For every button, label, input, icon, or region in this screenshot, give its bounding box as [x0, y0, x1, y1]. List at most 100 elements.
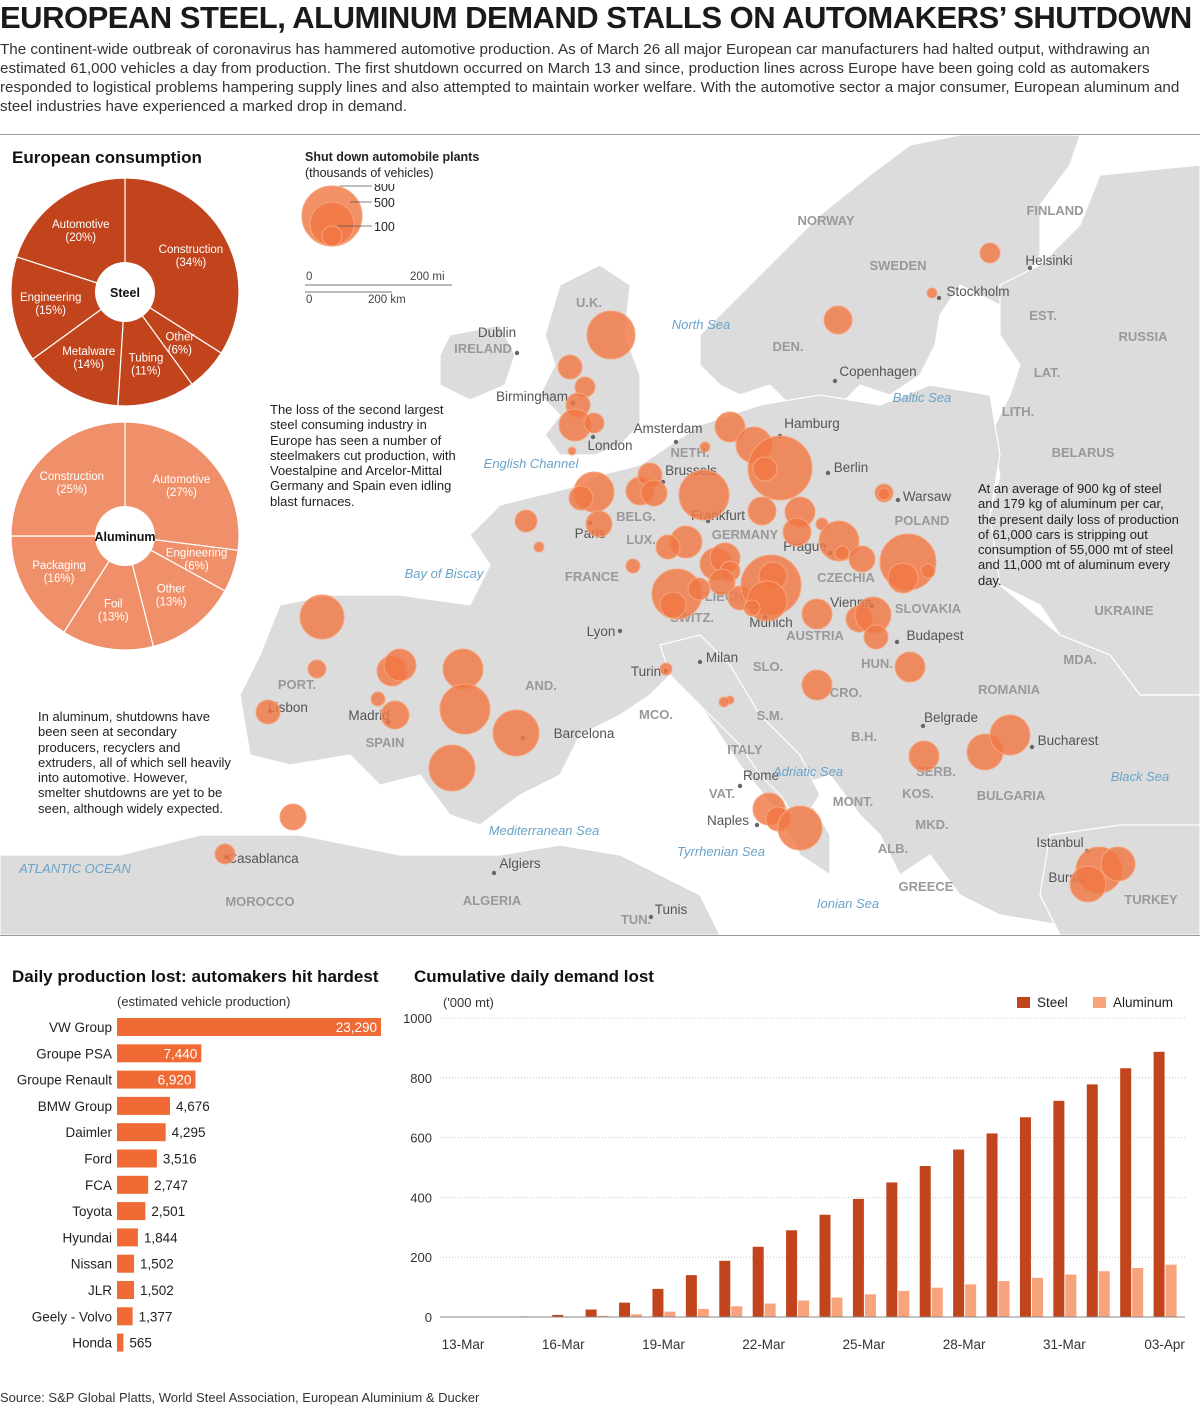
city-dot-rome: [737, 783, 743, 789]
aluminum-bar-28-mar: [965, 1284, 977, 1317]
steel-label-engineering: Engineering: [20, 292, 81, 304]
plant-bubble: [214, 843, 236, 865]
plant-bubble: [908, 740, 940, 772]
country-b-h: B.H.: [851, 729, 877, 744]
plant-bubble: [926, 287, 938, 299]
steel-pie-label: Steel: [110, 286, 140, 300]
sea-north-sea: North Sea: [672, 317, 731, 332]
country-hun: HUN.: [861, 656, 893, 671]
aluminum-bar-21-mar: [731, 1306, 743, 1317]
land-east: [979, 164, 1200, 696]
country-poland: POLAND: [895, 513, 950, 528]
sea-bay-of-biscay: Bay of Biscay: [405, 566, 485, 581]
bar-nissan: [117, 1254, 135, 1273]
country-and: AND.: [525, 678, 557, 693]
plant-bubble: [568, 485, 594, 511]
city-hamburg: Hamburg: [784, 416, 840, 431]
aluminum-bar-25-mar: [864, 1294, 876, 1317]
plant-bubble: [777, 805, 823, 851]
city-turin: Turin: [631, 664, 661, 679]
aluminum-pct-foil: (13%): [98, 611, 129, 623]
bar-label-groupe-renault: Groupe Renault: [17, 1073, 113, 1088]
bar-value-geely-volvo: 1,377: [139, 1309, 173, 1324]
country-ukraine: UKRAINE: [1094, 603, 1154, 618]
bar-ford: [117, 1149, 157, 1168]
average-note: At an average of 900 kg of steel and 179…: [978, 481, 1179, 588]
plant-bubble: [533, 541, 545, 553]
country-vat: VAT.: [709, 786, 735, 801]
city-tunis: Tunis: [655, 902, 688, 917]
city-rome: Rome: [743, 768, 779, 783]
steel-pct-engineering: (15%): [35, 305, 66, 317]
plant-bubble: [823, 305, 853, 335]
country-lux: LUX.: [626, 532, 656, 547]
country-greece: GREECE: [899, 879, 954, 894]
scale-mi-end: 200 mi: [410, 271, 445, 283]
production-bar-chart: VW Group 23,290 Groupe PSA 7,440 Groupe Rena…: [17, 1018, 381, 1352]
steel-bar-01-apr: [1086, 1084, 1098, 1317]
bar-label-ford: Ford: [84, 1152, 112, 1167]
bar-fca: [117, 1175, 149, 1194]
steel-bar-22-mar: [752, 1246, 764, 1317]
sea-adriatic-sea: Adriatic Sea: [772, 764, 843, 779]
steel-label-tubing: Tubing: [129, 352, 164, 364]
cumulative-title: Cumulative daily demand lost: [414, 967, 654, 986]
city-algiers: Algiers: [499, 856, 541, 871]
bar-value-jlr: 1,502: [140, 1283, 174, 1298]
country-norway: NORWAY: [797, 213, 854, 228]
plant-bubble: [708, 568, 736, 596]
map-panel: NORWAY SWEDEN FINLAND RUSSIA EST. LAT. LITH. BE…: [0, 134, 1200, 936]
x-tick-16-mar: 16-Mar: [542, 1337, 585, 1352]
city-dot-milan: [697, 659, 703, 665]
legend-title: Shut down automobile plants: [305, 150, 480, 164]
plant-bubble: [659, 591, 687, 619]
sea-baltic-sea: Baltic Sea: [893, 390, 952, 405]
city-copenhagen: Copenhagen: [839, 364, 916, 379]
plant-bubble: [640, 479, 668, 507]
plant-bubble: [442, 648, 484, 690]
aluminum-slice-packaging: [10, 535, 127, 634]
city-dot-algiers: [491, 870, 497, 876]
land-africa: [0, 834, 721, 935]
city-dot-belgrade: [920, 723, 926, 729]
country-port: PORT.: [278, 677, 316, 692]
plant-bubble: [687, 577, 711, 601]
country-mco: MCO.: [639, 707, 673, 722]
city-warsaw: Warsaw: [903, 489, 952, 504]
europe-map: NORWAY SWEDEN FINLAND RUSSIA EST. LAT. LITH. BE…: [0, 135, 1200, 935]
steel-slice-engineering: [10, 256, 127, 360]
plant-bubble: [743, 599, 761, 617]
steel-slice-construction: [124, 177, 240, 354]
plant-bubble: [752, 456, 778, 482]
plant-bubbles: [214, 242, 1136, 903]
plant-bubble: [585, 510, 613, 538]
cumulative-bar-chart: ('000 mt) 1000 800 600 400 200 0 Steel Aluminum 1…: [403, 995, 1185, 1352]
bar-value-ford: 3,516: [163, 1152, 197, 1167]
country-germany: GERMANY: [712, 527, 779, 542]
x-tick-31-mar: 31-Mar: [1043, 1337, 1086, 1352]
city-istanbul: Istanbul: [1036, 835, 1083, 850]
land-scandinavia: [699, 135, 1081, 416]
aluminum-pct-automotive: (27%): [166, 487, 197, 499]
country-austria: AUSTRIA: [786, 628, 844, 643]
steel-slice-metalware: [31, 290, 126, 407]
x-tick-25-mar: 25-Mar: [843, 1337, 886, 1352]
steel-label-construction: Construction: [159, 244, 224, 256]
plant-bubble: [1100, 846, 1136, 882]
legend-aluminum-label: Aluminum: [1113, 995, 1173, 1010]
plant-bubble: [887, 562, 919, 594]
aluminum-pie-label: Aluminum: [94, 530, 155, 544]
aluminum-label-packaging: Packaging: [32, 560, 86, 572]
bar-label-daimler: Daimler: [65, 1125, 112, 1140]
legend-size-500: 500: [374, 196, 395, 210]
steel-label-automotive: Automotive: [52, 219, 110, 231]
aluminum-pct-packaging: (16%): [44, 573, 75, 585]
city-milan: Milan: [706, 650, 738, 665]
land: [0, 135, 1200, 935]
x-tick-19-mar: 19-Mar: [642, 1337, 685, 1352]
country-cro: CRO.: [830, 685, 863, 700]
aluminum-label-other: Other: [157, 583, 186, 595]
country-alb: ALB.: [878, 841, 908, 856]
y-tick-400: 400: [410, 1190, 432, 1205]
legend-steel-label: Steel: [1037, 995, 1068, 1010]
